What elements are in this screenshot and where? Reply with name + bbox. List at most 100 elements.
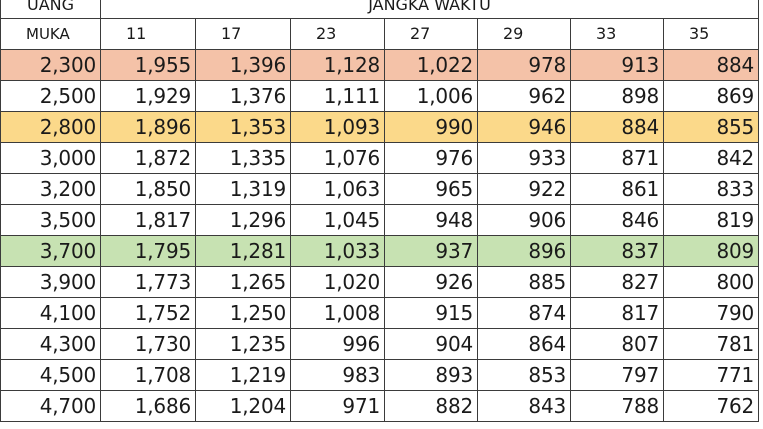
installment-cell: 1,396 (195, 49, 291, 81)
installment-cell: 933 (477, 142, 571, 174)
installment-cell: 1,281 (195, 235, 291, 267)
installment-cell: 1,111 (290, 80, 385, 112)
installment-cell: 871 (570, 142, 664, 174)
installment-cell: 800 (662, 266, 760, 298)
table-row: 2,300 1,955 1,396 1,128 1,022 978 913 884 (0, 49, 760, 81)
installment-cell: 827 (570, 266, 664, 298)
installment-cell: 869 (662, 80, 760, 112)
term-header: 35 (662, 18, 760, 50)
down-payment-header-top: UANG (0, 0, 101, 19)
term-header: 11 (100, 18, 196, 50)
installment-cell: 904 (384, 328, 478, 360)
installment-cell: 790 (662, 297, 760, 329)
down-payment-cell: 4,100 (0, 297, 101, 329)
header-row-top: UANG JANGKA WAKTU (0, 0, 760, 19)
installment-cell: 833 (662, 173, 760, 205)
installment-cell: 1,730 (100, 328, 196, 360)
installment-cell: 1,353 (195, 111, 291, 143)
installment-cell: 855 (662, 111, 760, 143)
down-payment-cell: 3,200 (0, 173, 101, 205)
table-row: 4,500 1,708 1,219 983 893 853 797 771 (0, 359, 760, 391)
installment-cell: 797 (570, 359, 664, 391)
down-payment-cell: 4,500 (0, 359, 101, 391)
table-row: 4,300 1,730 1,235 996 904 864 807 781 (0, 328, 760, 360)
installment-cell: 853 (477, 359, 571, 391)
installment-cell: 1,006 (384, 80, 478, 112)
table-row: 4,100 1,752 1,250 1,008 915 874 817 790 (0, 297, 760, 329)
installment-cell: 926 (384, 266, 478, 298)
installment-cell: 864 (477, 328, 571, 360)
installment-cell: 837 (570, 235, 664, 267)
installment-cell: 1,128 (290, 49, 385, 81)
installment-cell: 809 (662, 235, 760, 267)
term-span-header: JANGKA WAKTU (99, 0, 760, 19)
installment-cell: 1,795 (100, 235, 196, 267)
installment-cell: 1,773 (100, 266, 196, 298)
installment-cell: 842 (662, 142, 760, 174)
table-row: 3,000 1,872 1,335 1,076 976 933 871 842 (0, 142, 760, 174)
installment-cell: 962 (477, 80, 571, 112)
installment-cell: 937 (384, 235, 478, 267)
installment-cell: 762 (662, 390, 760, 422)
down-payment-cell: 3,900 (0, 266, 101, 298)
installment-cell: 1,250 (195, 297, 291, 329)
term-header: 33 (570, 18, 664, 50)
header-row-terms: MUKA 11 17 23 27 29 33 35 (0, 18, 760, 50)
installment-cell: 1,929 (100, 80, 196, 112)
down-payment-cell: 2,800 (0, 111, 101, 143)
installment-cell: 1,752 (100, 297, 196, 329)
term-header: 27 (384, 18, 478, 50)
installment-cell: 922 (477, 173, 571, 205)
table-body: 2,300 1,955 1,396 1,128 1,022 978 913 884 2,500 1… (0, 49, 760, 422)
table-row: 3,500 1,817 1,296 1,045 948 906 846 819 (0, 204, 760, 236)
installment-cell: 1,020 (290, 266, 385, 298)
installment-cell: 843 (477, 390, 571, 422)
installment-cell: 1,045 (290, 204, 385, 236)
installment-cell: 771 (662, 359, 760, 391)
down-payment-cell: 4,300 (0, 328, 101, 360)
installment-cell: 1,033 (290, 235, 385, 267)
installment-cell: 1,076 (290, 142, 385, 174)
down-payment-cell: 2,300 (0, 49, 101, 81)
down-payment-cell: 2,500 (0, 80, 101, 112)
installment-cell: 1,093 (290, 111, 385, 143)
installment-cell: 882 (384, 390, 478, 422)
installment-cell: 884 (570, 111, 664, 143)
installment-cell: 948 (384, 204, 478, 236)
installment-cell: 906 (477, 204, 571, 236)
installment-cell: 1,265 (195, 266, 291, 298)
installment-cell: 1,296 (195, 204, 291, 236)
installment-cell: 1,955 (100, 49, 196, 81)
installment-cell: 819 (662, 204, 760, 236)
installment-cell: 965 (384, 173, 478, 205)
installment-cell: 896 (477, 235, 571, 267)
installment-cell: 1,235 (195, 328, 291, 360)
table-row: 3,200 1,850 1,319 1,063 965 922 861 833 (0, 173, 760, 205)
table-row: 3,700 1,795 1,281 1,033 937 896 837 809 (0, 235, 760, 267)
installment-cell: 978 (477, 49, 571, 81)
installment-cell: 846 (570, 204, 664, 236)
installment-cell: 1,708 (100, 359, 196, 391)
term-header: 23 (290, 18, 385, 50)
installment-cell: 946 (477, 111, 571, 143)
down-payment-cell: 4,700 (0, 390, 101, 422)
installment-cell: 1,022 (384, 49, 478, 81)
installment-cell: 1,376 (195, 80, 291, 112)
installment-cell: 913 (570, 49, 664, 81)
installment-cell: 990 (384, 111, 478, 143)
installment-cell: 898 (570, 80, 664, 112)
installment-cell: 1,850 (100, 173, 196, 205)
installment-cell: 817 (570, 297, 664, 329)
installment-cell: 1,063 (290, 173, 385, 205)
installment-cell: 1,896 (100, 111, 196, 143)
table-row: 2,500 1,929 1,376 1,111 1,006 962 898 869 (0, 80, 760, 112)
installment-cell: 788 (570, 390, 664, 422)
down-payment-cell: 3,700 (0, 235, 101, 267)
installment-cell: 807 (570, 328, 664, 360)
installment-cell: 1,219 (195, 359, 291, 391)
term-header: 17 (195, 18, 291, 50)
installment-table: UANG JANGKA WAKTU MUKA 11 17 23 27 29 33 35 2,… (0, 0, 760, 422)
installment-cell: 915 (384, 297, 478, 329)
installment-cell: 1,872 (100, 142, 196, 174)
